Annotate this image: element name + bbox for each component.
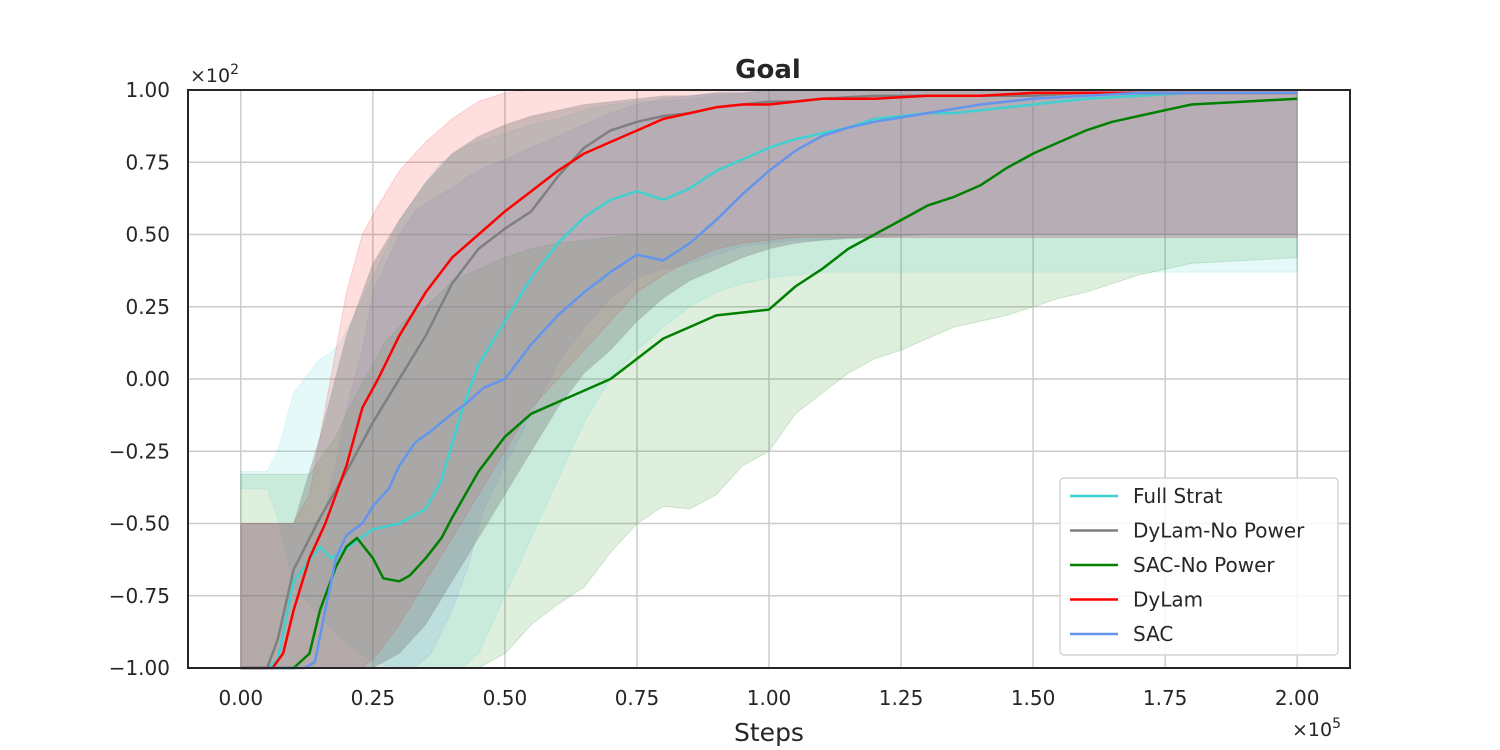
x-multiplier-label: ×105 xyxy=(1292,716,1341,741)
band-dylam-no-power xyxy=(240,89,1298,669)
y-tick-label: 1.00 xyxy=(125,78,170,102)
y-tick-label: 0.50 xyxy=(125,223,170,247)
plot-frame xyxy=(187,89,1351,669)
x-tick-label: 1.00 xyxy=(747,686,792,710)
x-tick-label: 0.00 xyxy=(219,686,264,710)
chart-title: Goal xyxy=(735,55,801,85)
legend: Full Strat DyLam-No Power SAC-No Power DyLa… xyxy=(1059,477,1339,656)
y-tick-label: −0.25 xyxy=(109,439,170,463)
line-sac-no-power xyxy=(240,97,1298,670)
y-tick-label: −0.75 xyxy=(109,584,170,608)
line-sac xyxy=(240,91,1298,670)
legend-label-full-strat: Full Strat xyxy=(1133,484,1223,508)
x-tick-labels: 0.00 0.25 0.50 0.75 1.00 1.25 1.50 1.75 2.00 xyxy=(219,686,1320,710)
y-tick-label: −0.50 xyxy=(109,512,170,536)
legend-box xyxy=(1059,477,1339,656)
y-tick-label: 0.00 xyxy=(125,367,170,391)
legend-label-dylam-no-power: DyLam-No Power xyxy=(1133,519,1305,543)
x-tick-label: 0.50 xyxy=(483,686,528,710)
y-multiplier-label: ×102 xyxy=(190,62,239,87)
legend-label-dylam: DyLam xyxy=(1133,588,1203,612)
x-tick-label: 2.00 xyxy=(1275,686,1320,710)
line-dylam xyxy=(240,91,1298,670)
band-sac xyxy=(240,89,1298,669)
legend-label-sac: SAC xyxy=(1133,622,1173,646)
x-tick-label: 1.75 xyxy=(1143,686,1188,710)
series-lines xyxy=(240,91,1298,670)
confidence-bands xyxy=(240,89,1298,669)
band-full-strat xyxy=(240,89,1298,669)
y-multiplier-exponent: 2 xyxy=(230,62,239,78)
y-tick-labels: −1.00 −0.75 −0.50 −0.25 0.00 0.25 0.50 0.75 1.00 xyxy=(109,78,170,680)
x-multiplier-exponent: 5 xyxy=(1332,716,1341,732)
y-tick-label: 0.25 xyxy=(125,295,170,319)
line-dylam-no-power xyxy=(240,91,1298,670)
x-tick-label: 1.25 xyxy=(879,686,924,710)
legend-label-sac-no-power: SAC-No Power xyxy=(1133,553,1275,577)
x-tick-label: 0.75 xyxy=(615,686,660,710)
y-tick-label: −1.00 xyxy=(109,656,170,680)
x-tick-label: 1.50 xyxy=(1011,686,1056,710)
x-tick-label: 0.25 xyxy=(351,686,396,710)
x-axis-label: Steps xyxy=(734,718,804,747)
y-tick-label: 0.75 xyxy=(125,150,170,174)
band-dylam xyxy=(240,89,1298,669)
